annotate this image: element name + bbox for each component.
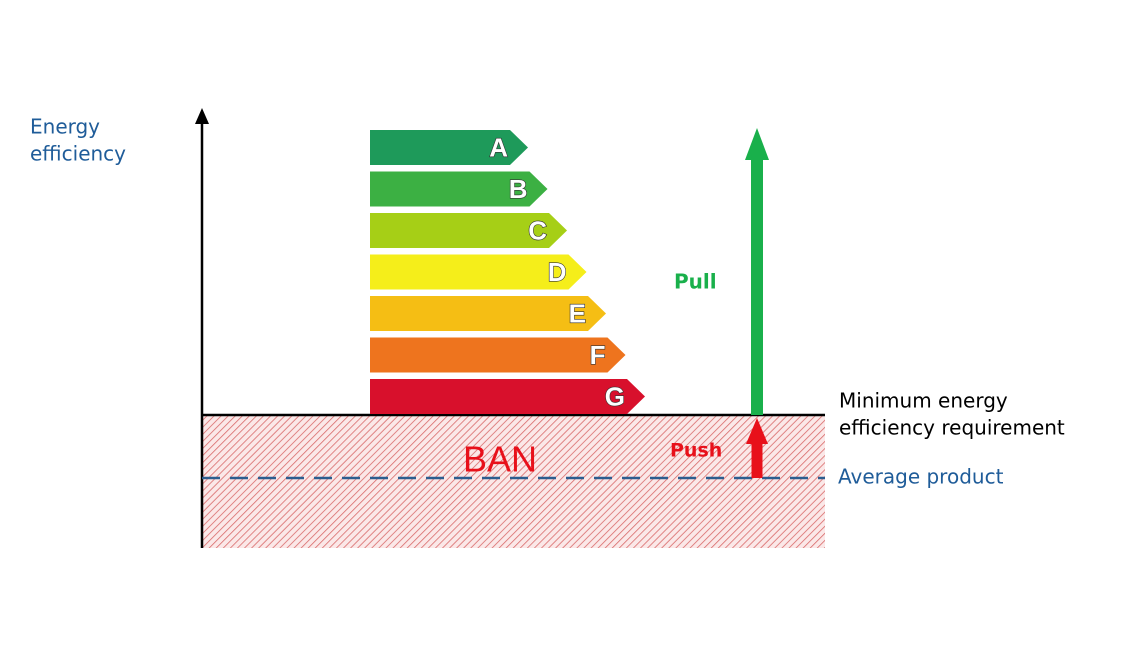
class-label: C — [528, 215, 547, 245]
ban-zone — [202, 415, 825, 548]
class-label: D — [548, 257, 567, 287]
class-bar — [370, 296, 606, 331]
push-arrowhead — [746, 418, 768, 444]
class-bar — [370, 130, 528, 165]
axis-label: Energy — [30, 115, 100, 139]
class-bar — [370, 337, 626, 373]
ban-label: BAN — [463, 439, 537, 480]
class-bar — [370, 171, 548, 207]
class-bar — [370, 213, 567, 248]
class-label: A — [489, 132, 508, 162]
class-bar — [370, 379, 645, 414]
pull-arrowhead — [745, 128, 769, 160]
push-label: Push — [670, 440, 722, 462]
class-bar — [370, 254, 587, 290]
class-label: F — [590, 340, 606, 370]
minimum-label: Minimum energy — [839, 389, 1008, 413]
class-label: E — [569, 298, 586, 328]
class-label: G — [605, 381, 625, 411]
axis-arrowhead — [195, 108, 209, 124]
class-label: B — [509, 174, 528, 204]
axis-label: efficiency — [30, 142, 126, 166]
average-label: Average product — [838, 465, 1004, 489]
pull-label: Pull — [674, 270, 717, 294]
minimum-label: efficiency requirement — [839, 416, 1065, 440]
